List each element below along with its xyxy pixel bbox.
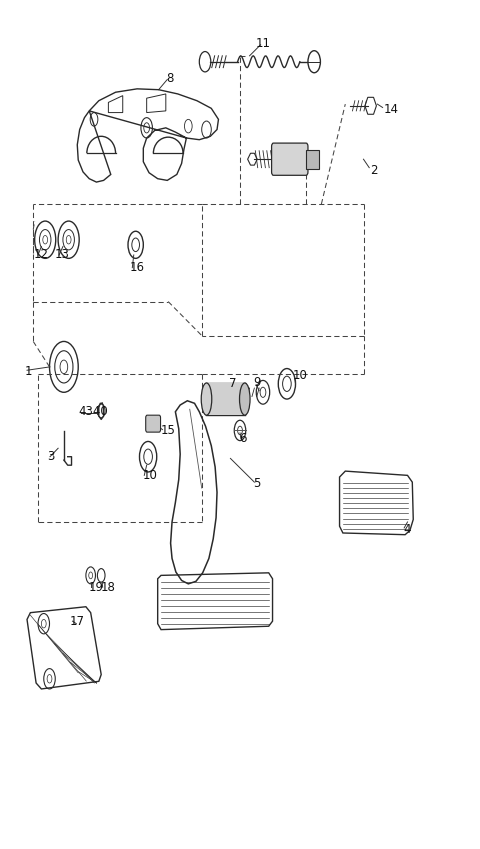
Text: 11: 11: [256, 37, 271, 49]
Text: 8: 8: [166, 72, 173, 85]
Text: 13: 13: [54, 249, 69, 261]
Text: 15: 15: [161, 424, 176, 437]
Text: 4340: 4340: [78, 405, 108, 419]
Text: 12: 12: [33, 249, 48, 261]
Text: 3: 3: [48, 450, 55, 464]
Text: 19: 19: [88, 581, 103, 593]
Text: 7: 7: [229, 377, 237, 391]
Text: 10: 10: [293, 368, 308, 382]
Ellipse shape: [201, 383, 212, 415]
Polygon shape: [206, 383, 245, 415]
Ellipse shape: [240, 383, 250, 415]
Text: 9: 9: [253, 376, 261, 390]
FancyBboxPatch shape: [306, 150, 320, 168]
Text: 16: 16: [130, 261, 145, 274]
Text: 5: 5: [253, 477, 260, 491]
FancyBboxPatch shape: [146, 415, 160, 432]
FancyBboxPatch shape: [272, 143, 308, 175]
Text: 14: 14: [384, 103, 398, 115]
Text: 17: 17: [70, 615, 85, 627]
Text: 18: 18: [100, 581, 115, 593]
Text: 2: 2: [370, 164, 378, 177]
Text: 1: 1: [24, 365, 32, 379]
Text: 6: 6: [239, 432, 247, 446]
Text: 4: 4: [404, 523, 411, 536]
Text: 10: 10: [143, 469, 157, 482]
